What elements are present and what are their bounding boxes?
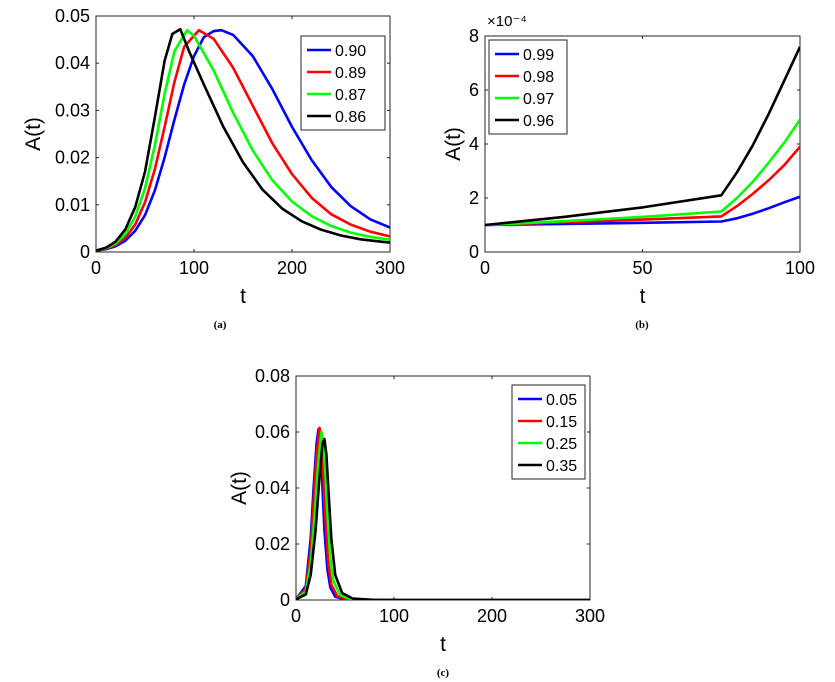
y-tick-label: 0.04: [55, 53, 90, 73]
y-tick-label: 4: [469, 134, 479, 154]
y-tick-label: 6: [469, 80, 479, 100]
x-tick-label: 100: [785, 258, 815, 278]
legend-entry: 0.96: [523, 113, 554, 130]
x-axis-label: t: [440, 633, 446, 656]
x-tick-label: 50: [632, 258, 652, 278]
series-line-0.35: [296, 437, 590, 600]
x-tick-label: 0: [480, 258, 490, 278]
y-tick-label: 0: [280, 590, 290, 610]
series-line-0.87: [96, 28, 390, 252]
y-tick-label: 0.03: [55, 100, 90, 120]
x-tick-label: 100: [179, 258, 209, 278]
panel-b: 0 50 100 0 2 4 6 8 t A(t) ×10⁻⁴ 0.99 0.98 0.97 0.96 (b): [442, 13, 815, 331]
x-tick-label: 200: [477, 606, 507, 626]
exponent-label: ×10⁻⁴: [487, 13, 527, 30]
panel-label: (c): [437, 667, 450, 679]
y-axis-label: A(t): [442, 127, 465, 161]
series-line-0.90: [96, 28, 390, 252]
y-tick-label: 0.08: [255, 366, 290, 386]
y-tick-label: 0.06: [255, 422, 290, 442]
series-line-0.89: [96, 28, 390, 252]
panel-label: (b): [635, 319, 649, 331]
y-tick-label: 0: [469, 242, 479, 262]
legend-entry: 0.86: [335, 109, 366, 126]
y-tick-label: 0.04: [255, 478, 290, 498]
x-tick-label: 0: [91, 258, 101, 278]
legend-entry: 0.35: [546, 458, 577, 475]
panel-a: 0 100 200 300 0 0.01 0.02 0.03 0.04 0.05 t A(t) 0.90…: [22, 6, 405, 331]
series-line-0.99: [485, 195, 800, 227]
series-line-0.97: [485, 118, 800, 227]
y-axis-label: A(t): [228, 471, 251, 505]
x-tick-label: 300: [575, 606, 605, 626]
legend-box: [488, 39, 568, 135]
panel-label: (a): [214, 319, 227, 331]
legend-box: [511, 384, 586, 480]
legend-entry: 0.90: [335, 43, 366, 60]
y-tick-label: 8: [469, 26, 479, 46]
y-tick-label: 0.01: [55, 195, 90, 215]
series-line-0.98: [485, 145, 800, 227]
x-axis-label: t: [240, 285, 246, 308]
y-tick-label: 0.05: [55, 6, 90, 26]
legend-entry: 0.87: [335, 87, 366, 104]
legend-box: [300, 35, 386, 131]
legend-entry: 0.15: [546, 414, 577, 431]
y-axis-label: A(t): [22, 117, 45, 151]
series-line-0.86: [96, 27, 390, 252]
x-tick-label: 100: [379, 606, 409, 626]
legend-entry: 0.98: [523, 69, 554, 86]
legend-entry: 0.25: [546, 436, 577, 453]
y-tick-label: 0.02: [255, 534, 290, 554]
y-tick-label: 0: [80, 242, 90, 262]
x-axis-label: t: [640, 285, 646, 308]
legend-entry: 0.97: [523, 91, 554, 108]
legend-entry: 0.05: [546, 392, 577, 409]
legend-entry: 0.89: [335, 65, 366, 82]
series-line-0.96: [485, 46, 800, 227]
y-tick-label: 0.02: [55, 148, 90, 168]
y-tick-label: 2: [469, 188, 479, 208]
panel-c: 0 100 200 300 0 0.02 0.04 0.06 0.08 t A(t) 0.05 0.15…: [228, 366, 605, 679]
x-tick-label: 200: [277, 258, 307, 278]
x-tick-label: 0: [291, 606, 301, 626]
legend-entry: 0.99: [523, 47, 554, 64]
x-tick-label: 300: [375, 258, 405, 278]
